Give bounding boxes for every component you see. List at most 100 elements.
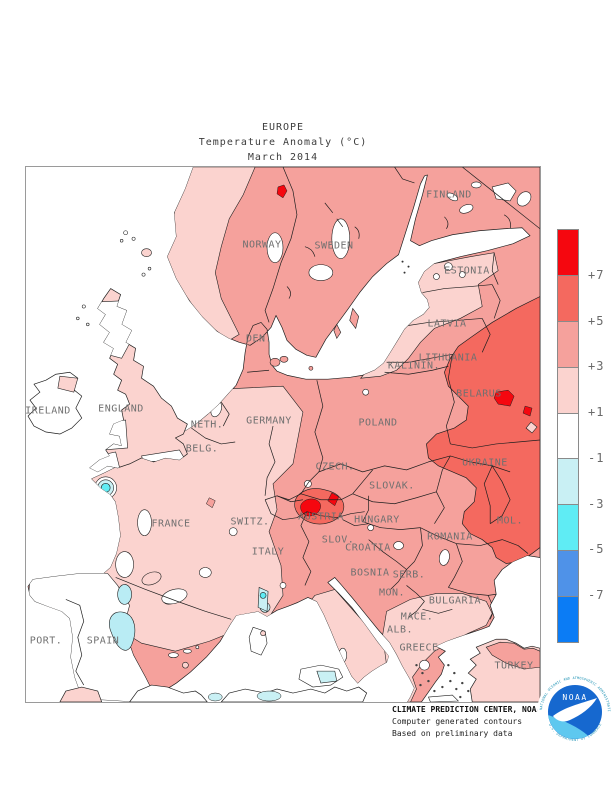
colorbar-segment--7 bbox=[558, 597, 578, 643]
africa-east bbox=[220, 686, 368, 702]
country-label-serb: SERB. bbox=[392, 569, 426, 581]
country-label-czech: CZECH. bbox=[315, 461, 355, 473]
colorbar-segment--5to-3 bbox=[558, 505, 578, 552]
europe-anomaly-map bbox=[26, 167, 540, 702]
anomaly-hot-austria-diamond bbox=[327, 492, 340, 507]
country-label-italy: ITALY bbox=[251, 546, 285, 558]
anomaly-white-aquitaine bbox=[115, 551, 134, 578]
country-label-estonia: ESTONIA bbox=[444, 265, 490, 277]
country-label-norway: NORWAY bbox=[242, 239, 282, 251]
colorbar-segment-+7 bbox=[558, 230, 578, 276]
country-label-switz: SWITZ. bbox=[230, 516, 270, 528]
africa-cyan-1 bbox=[208, 692, 223, 702]
anomaly-cyan-portugal-south bbox=[109, 611, 136, 651]
sicily bbox=[298, 664, 344, 688]
country-label-greece: GREECE bbox=[399, 642, 439, 654]
colorbar-segment-+1to+3 bbox=[558, 367, 578, 414]
country-label-mol: MOL. bbox=[496, 515, 524, 527]
country-labels-layer: NORWAY SWEDEN FINLAND ESTONIA LATVIA LITHUANI… bbox=[25, 167, 540, 702]
anomaly-pink-basque bbox=[141, 571, 162, 586]
attribution-method: Computer generated contours bbox=[392, 717, 523, 726]
country-label-latvia: LATVIA bbox=[427, 318, 467, 330]
colorbar-tick--7: -7 bbox=[588, 588, 605, 603]
anomaly-hot-austria bbox=[300, 498, 321, 517]
country-label-ireland: IRELAND bbox=[25, 405, 71, 417]
colorbar-segment--3to-1 bbox=[558, 459, 578, 506]
colorbar-tick--5: -5 bbox=[588, 542, 605, 557]
anomaly-white-romania bbox=[438, 549, 450, 566]
country-label-spain: SPAIN bbox=[86, 635, 120, 647]
africa-morocco-pink bbox=[59, 686, 103, 702]
anomaly-dark-east bbox=[426, 295, 540, 564]
noaa-gull-icon bbox=[553, 698, 597, 722]
country-label-hungary: HUNGARY bbox=[354, 514, 400, 526]
crete bbox=[428, 694, 460, 702]
country-label-lithuania: LITHUANIA bbox=[418, 352, 478, 364]
sardinia bbox=[248, 626, 268, 656]
anomaly-white-france-4 bbox=[228, 527, 238, 536]
country-label-belg: BELG. bbox=[185, 443, 219, 455]
anomaly-pink-diamond-france bbox=[205, 497, 216, 509]
corsica bbox=[257, 586, 269, 612]
country-label-germany: GERMANY bbox=[246, 415, 292, 427]
anomaly-pink-nw-turkey bbox=[485, 641, 540, 670]
anomaly-cyan-portugal-north bbox=[117, 584, 132, 605]
country-label-slov: SLOV. bbox=[321, 534, 355, 546]
country-label-alb: ALB. bbox=[386, 624, 414, 636]
attribution-note: Based on preliminary data bbox=[392, 729, 513, 738]
anomaly-white-poland bbox=[362, 388, 369, 396]
aegean-islands bbox=[415, 663, 470, 699]
colorbar-tick-+7: +7 bbox=[588, 267, 605, 282]
country-label-turkey: TURKEY bbox=[494, 660, 534, 672]
colorbar-tick-+1: +1 bbox=[588, 405, 605, 420]
anomaly-white-italy-po bbox=[279, 582, 287, 589]
anomaly-white-vanern bbox=[308, 264, 334, 281]
map-subtitle: Temperature Anomaly (°C) bbox=[198, 137, 368, 148]
country-label-poland: POLAND bbox=[358, 417, 398, 429]
map-title: EUROPE bbox=[261, 122, 305, 133]
country-label-austria: AUSTRIA bbox=[298, 511, 344, 523]
country-label-mon: MON. bbox=[378, 587, 406, 599]
anomaly-white-estonia-2 bbox=[459, 271, 466, 278]
anomaly-hot-norway bbox=[276, 184, 288, 199]
noaa-wordmark: NOAA bbox=[562, 693, 587, 702]
africa-west bbox=[129, 684, 208, 702]
anomaly-pink-valencia bbox=[182, 661, 189, 669]
colorbar-labels: +7 +5 +3 +1 -1 -3 -5 -7 bbox=[588, 229, 612, 641]
anomaly-white-norway-oval bbox=[266, 232, 284, 263]
map-date: March 2014 bbox=[247, 152, 319, 163]
colorbar-segment-+5to+7 bbox=[558, 275, 578, 322]
country-label-neth: NETH. bbox=[190, 419, 224, 431]
country-label-den: DEN. bbox=[245, 333, 273, 345]
africa-cyan-2 bbox=[256, 690, 282, 702]
country-label-bosnia: BOSNIA bbox=[350, 567, 390, 579]
lakes bbox=[446, 181, 532, 214]
anomaly-colorbar bbox=[557, 229, 579, 643]
colorbar-tick-+5: +5 bbox=[588, 313, 605, 328]
title-block: EUROPE Temperature Anomaly (°C) March 20… bbox=[25, 120, 541, 165]
anomaly-white-france-3 bbox=[199, 567, 212, 578]
anomaly-white-estonia-1 bbox=[444, 262, 453, 271]
country-label-bulgaria: BULGARIA bbox=[428, 595, 482, 607]
country-label-finland: FINLAND bbox=[426, 189, 472, 201]
anomaly-white-vojvodina bbox=[393, 541, 404, 550]
colorbar-segment-+3to+5 bbox=[558, 321, 578, 368]
noaa-emblem-sea bbox=[548, 715, 588, 739]
attribution-source: CLIMATE PREDICTION CENTER, NOAA bbox=[392, 705, 542, 714]
colorbar-tick--1: -1 bbox=[588, 450, 605, 465]
islands bbox=[76, 230, 470, 702]
colorbar-segment--1to+1 bbox=[558, 413, 578, 460]
country-label-france: FRANCE bbox=[151, 518, 191, 530]
country-label-mace: MACE. bbox=[400, 611, 434, 623]
map-frame: NORWAY SWEDEN FINLAND ESTONIA LATVIA LITHUANI… bbox=[25, 166, 541, 703]
danish-islands bbox=[269, 355, 314, 371]
anomaly-pink-northern-ireland bbox=[57, 375, 79, 393]
country-label-kalinin: KALININ. bbox=[387, 360, 441, 372]
anomaly-white-greece-1 bbox=[419, 659, 430, 671]
faroe-shetland-islands bbox=[76, 230, 152, 327]
anomaly-white-france-1 bbox=[137, 509, 152, 536]
anomaly-white-france-2 bbox=[161, 588, 188, 605]
colorbar-tick--3: -3 bbox=[588, 496, 605, 511]
country-label-ukraine: UKRAINE bbox=[462, 457, 508, 469]
